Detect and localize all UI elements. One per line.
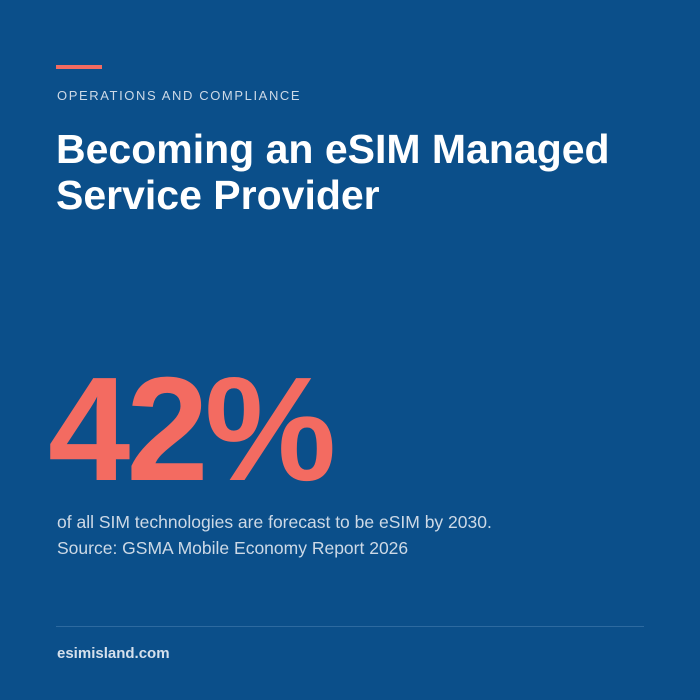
stat-description: of all SIM technologies are forecast to … — [57, 512, 492, 532]
stat-source: Source: GSMA Mobile Economy Report 2026 — [57, 538, 409, 558]
category-label: OPERATIONS AND COMPLIANCE — [57, 88, 302, 103]
website-link[interactable]: esimisland.com — [57, 645, 170, 662]
footer-divider — [56, 626, 644, 627]
page-title: Becoming an eSIM Managed Service Provide… — [56, 126, 610, 218]
stat-description-block: of all SIM technologies are forecast to … — [57, 509, 657, 561]
accent-bar — [56, 65, 102, 69]
stat-value: 42% — [48, 347, 336, 512]
